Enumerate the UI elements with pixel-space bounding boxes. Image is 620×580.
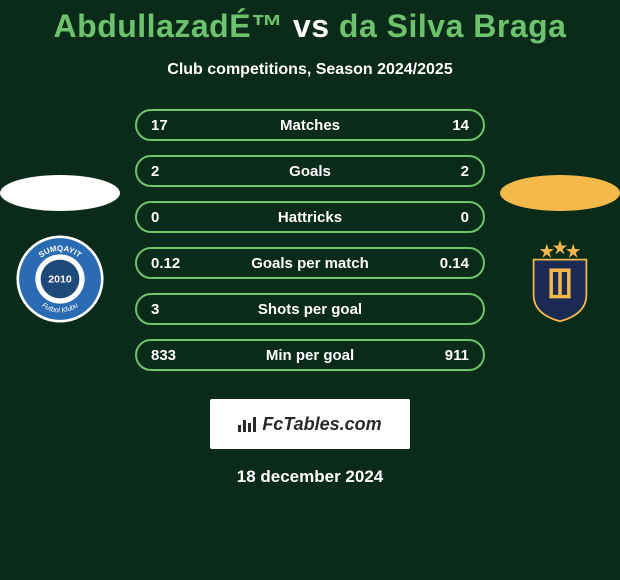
stat-left-value: 3	[151, 301, 159, 318]
subtitle: Club competitions, Season 2024/2025	[0, 61, 620, 79]
brand-box: FcTables.com	[210, 399, 410, 449]
stat-row-shots-per-goal: 3 Shots per goal	[135, 293, 485, 325]
stat-right-value: 911	[445, 347, 469, 364]
svg-text:2010: 2010	[48, 274, 72, 286]
stat-right-value: 0	[461, 209, 469, 226]
stat-row-min-per-goal: 833 Min per goal 911	[135, 339, 485, 371]
stat-left-value: 0	[151, 209, 159, 226]
brand-text: FcTables.com	[238, 414, 381, 435]
club2-crest-icon	[516, 235, 604, 323]
stat-label: Goals	[137, 163, 483, 180]
stat-label: Min per goal	[137, 347, 483, 364]
stat-label: Hattricks	[137, 209, 483, 226]
title-player1: AbdullazadÉ™	[54, 8, 284, 44]
club2-logo	[516, 235, 604, 323]
stat-left-value: 2	[151, 163, 159, 180]
title-vs: vs	[293, 8, 330, 44]
stat-row-goals: 2 Goals 2	[135, 155, 485, 187]
stat-label: Shots per goal	[137, 301, 483, 318]
compare-area: 2010 SUMQAYIT Futbol Klubu	[0, 109, 620, 389]
player2-ellipse	[500, 175, 620, 211]
title: AbdullazadÉ™ vs da Silva Braga	[0, 0, 620, 45]
brand-label: FcTables.com	[262, 414, 381, 435]
club1-logo: 2010 SUMQAYIT Futbol Klubu	[16, 235, 104, 323]
player1-column: 2010 SUMQAYIT Futbol Klubu	[0, 175, 120, 323]
stat-row-matches: 17 Matches 14	[135, 109, 485, 141]
stat-label: Matches	[137, 117, 483, 134]
player2-column	[500, 175, 620, 323]
stat-right-value: 0.14	[440, 255, 469, 272]
stat-left-value: 17	[151, 117, 168, 134]
stat-row-hattricks: 0 Hattricks 0	[135, 201, 485, 233]
stat-right-value: 14	[452, 117, 469, 134]
stat-left-value: 0.12	[151, 255, 180, 272]
sumqayit-crest-icon: 2010 SUMQAYIT Futbol Klubu	[16, 235, 104, 323]
date-text: 18 december 2024	[0, 467, 620, 487]
stat-rows: 17 Matches 14 2 Goals 2 0 Hattricks 0 0.…	[135, 109, 485, 385]
player1-ellipse	[0, 175, 120, 211]
stat-right-value: 2	[461, 163, 469, 180]
stat-row-goals-per-match: 0.12 Goals per match 0.14	[135, 247, 485, 279]
stat-label: Goals per match	[137, 255, 483, 272]
stat-left-value: 833	[151, 347, 176, 364]
bar-chart-icon	[238, 417, 256, 432]
title-player2: da Silva Braga	[339, 8, 567, 44]
